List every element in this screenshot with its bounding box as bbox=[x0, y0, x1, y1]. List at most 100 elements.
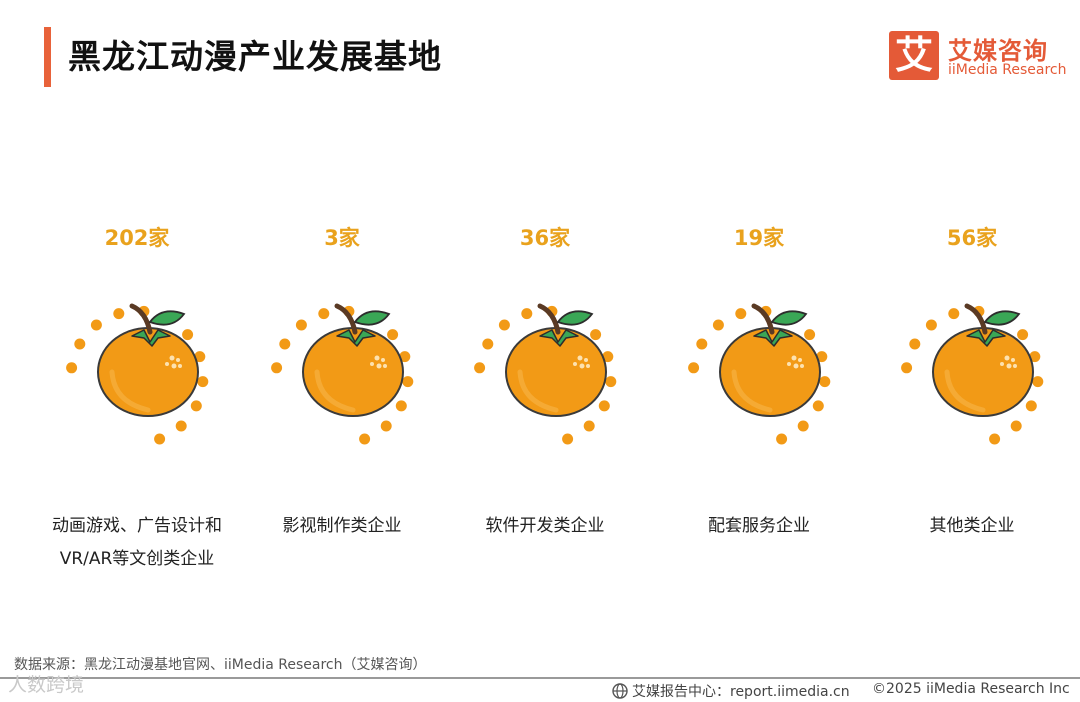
company-count: 56家 bbox=[946, 226, 998, 250]
leaf bbox=[148, 310, 186, 326]
highlight-dot bbox=[370, 362, 374, 366]
highlight-dot bbox=[176, 358, 180, 362]
brand-logo[interactable]: 艾 艾媒咨询 iiMedia Research bbox=[889, 31, 1069, 83]
dot bbox=[812, 400, 824, 412]
card-animation-games: 202家 动画游戏、广告设计和 VR/AR等文创类企业 bbox=[27, 222, 247, 576]
dot bbox=[521, 308, 533, 320]
dot bbox=[295, 319, 307, 331]
report-center-text: 艾媒报告中心：report.iimedia.cn bbox=[632, 684, 850, 700]
category-label-line: 其他类企业 bbox=[929, 516, 1015, 536]
card-software: 36家 软件开发类企业 bbox=[435, 222, 655, 543]
category-label: 配套服务企业 bbox=[649, 510, 869, 543]
globe-icon bbox=[612, 683, 628, 699]
dot bbox=[90, 319, 102, 331]
dot bbox=[605, 376, 617, 388]
dot bbox=[113, 308, 125, 320]
dot bbox=[735, 308, 747, 320]
dot bbox=[776, 433, 788, 445]
calyx bbox=[539, 329, 579, 347]
report-center-link[interactable]: 艾媒报告中心：report.iimedia.cn bbox=[612, 681, 850, 701]
highlight-dot bbox=[1004, 355, 1010, 361]
calyx bbox=[131, 329, 171, 347]
calyx bbox=[753, 329, 793, 347]
orange-shade bbox=[109, 369, 151, 413]
highlight-dot bbox=[383, 364, 387, 368]
highlight-dot bbox=[1013, 364, 1017, 368]
dot bbox=[598, 400, 610, 412]
highlight-dot bbox=[798, 358, 802, 362]
dot bbox=[395, 400, 407, 412]
dot bbox=[74, 338, 86, 350]
card-support-services: 19家 配套服务企业 bbox=[649, 222, 869, 543]
highlight-dot bbox=[579, 363, 585, 369]
dot bbox=[402, 376, 414, 388]
data-source-note: 数据来源：黑龙江动漫基地官网、iiMedia Research（艾媒咨询） bbox=[14, 657, 427, 673]
dot bbox=[797, 420, 809, 432]
highlight-dot bbox=[577, 355, 583, 361]
logo-name-en: iiMedia Research bbox=[948, 62, 1067, 78]
dot bbox=[318, 308, 330, 320]
orange-icon bbox=[688, 303, 831, 445]
highlight-dot bbox=[381, 358, 385, 362]
highlight-dot bbox=[169, 355, 175, 361]
company-count: 19家 bbox=[733, 226, 785, 250]
leaf bbox=[556, 310, 594, 326]
dot bbox=[901, 362, 913, 374]
orange-icon bbox=[901, 303, 1044, 445]
category-label: 动画游戏、广告设计和 VR/AR等文创类企业 bbox=[27, 510, 247, 576]
highlight-dot bbox=[376, 363, 382, 369]
dotted-arc bbox=[688, 305, 831, 445]
highlight-dot bbox=[793, 363, 799, 369]
dot bbox=[583, 420, 595, 432]
category-label-line: 软件开发类企业 bbox=[485, 516, 605, 536]
dot bbox=[712, 319, 724, 331]
dot bbox=[380, 420, 392, 432]
card-film-tv: 3家 影视制作类企业 bbox=[232, 222, 452, 543]
dot bbox=[190, 400, 202, 412]
footer-divider bbox=[0, 677, 1080, 679]
orange-shade bbox=[731, 369, 773, 413]
dot bbox=[1010, 420, 1022, 432]
dot bbox=[154, 433, 166, 445]
highlight-dot bbox=[1011, 358, 1015, 362]
category-label-line: 配套服务企业 bbox=[708, 516, 810, 536]
dot bbox=[498, 319, 510, 331]
highlight-dot bbox=[1006, 363, 1012, 369]
leaf bbox=[353, 310, 391, 326]
stem bbox=[751, 303, 775, 335]
orange-shade bbox=[944, 369, 986, 413]
orange-icon bbox=[474, 303, 617, 445]
stem bbox=[129, 303, 153, 335]
category-label: 软件开发类企业 bbox=[435, 510, 655, 543]
title-accent-bar bbox=[44, 27, 51, 87]
dot bbox=[562, 433, 574, 445]
dot bbox=[1017, 329, 1029, 341]
calyx bbox=[966, 329, 1006, 347]
dot bbox=[271, 362, 283, 374]
dot bbox=[909, 338, 921, 350]
copyright-text: ©2025 iiMedia Research Inc bbox=[872, 681, 1070, 697]
logo-mark-icon: 艾 bbox=[889, 31, 939, 80]
dot bbox=[1032, 376, 1044, 388]
dot bbox=[819, 376, 831, 388]
dot bbox=[590, 329, 602, 341]
company-count: 3家 bbox=[324, 226, 360, 250]
stem bbox=[964, 303, 988, 335]
orange-shade bbox=[517, 369, 559, 413]
orange-icon bbox=[66, 303, 209, 445]
dot bbox=[804, 329, 816, 341]
calyx bbox=[336, 329, 376, 347]
logo-name-cn: 艾媒咨询 bbox=[948, 37, 1048, 65]
highlight-dot bbox=[791, 355, 797, 361]
dot bbox=[359, 433, 371, 445]
dot bbox=[182, 329, 194, 341]
highlight-dot bbox=[178, 364, 182, 368]
dot bbox=[66, 362, 78, 374]
dot bbox=[1025, 400, 1037, 412]
highlight-dot bbox=[374, 355, 380, 361]
highlight-dot bbox=[573, 362, 577, 366]
highlight-dot bbox=[787, 362, 791, 366]
category-label-line: 动画游戏、广告设计和 bbox=[52, 516, 222, 536]
dot bbox=[175, 420, 187, 432]
dot bbox=[197, 376, 209, 388]
